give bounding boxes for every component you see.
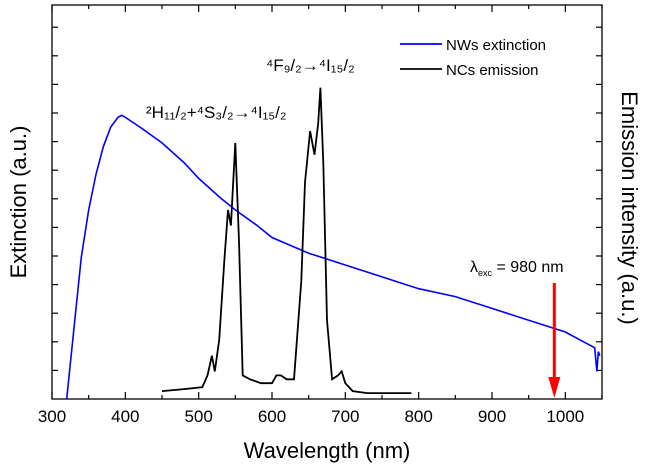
- x-tick-label: 500: [184, 407, 212, 426]
- y-axis-label-left: Extinction (a.u.): [6, 126, 31, 279]
- x-tick-label: 900: [478, 407, 506, 426]
- series-ncs-emission: [161, 87, 412, 395]
- x-axis-label: Wavelength (nm): [244, 438, 411, 463]
- excitation-arrow: [548, 283, 561, 398]
- y-axis-label-right: Emission intensity (a.u.): [617, 91, 642, 325]
- legend: NWs extinction NCs emission: [400, 37, 546, 79]
- series-nws-extinction: [65, 114, 601, 400]
- annotation-red-transition: ⁴F₉/₂→⁴I₁₅/₂: [266, 56, 355, 75]
- plot-frame: [51, 4, 603, 400]
- legend-nws-extinction: NWs extinction: [446, 37, 546, 54]
- x-tick-label: 1000: [546, 407, 584, 426]
- arrow-head: [548, 377, 561, 398]
- x-tick-label: 800: [404, 407, 432, 426]
- x-tick-label: 600: [258, 407, 286, 426]
- x-tick-label: 700: [331, 407, 359, 426]
- annotation-excitation: λexc = 980 nm: [470, 259, 564, 278]
- x-tick-label: 400: [111, 407, 139, 426]
- legend-ncs-emission: NCs emission: [446, 62, 539, 79]
- annotation-green-transition: ²H₁₁/₂+⁴S₃/₂→⁴I₁₅/₂: [146, 103, 286, 122]
- x-tick-label: 300: [38, 407, 66, 426]
